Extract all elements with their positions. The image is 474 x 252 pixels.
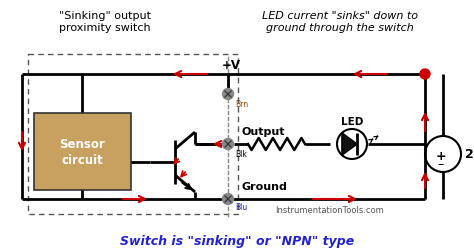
Text: –: –: [438, 158, 444, 171]
Text: "Sinking" output
proximity switch: "Sinking" output proximity switch: [59, 11, 151, 33]
Text: InstrumentationTools.com: InstrumentationTools.com: [275, 205, 384, 214]
Text: 24VDC: 24VDC: [465, 148, 474, 161]
Text: LED current "sinks" down to
ground through the switch: LED current "sinks" down to ground throu…: [262, 11, 418, 33]
Circle shape: [222, 89, 234, 100]
Text: Switch is "sinking" or "NPN" type: Switch is "sinking" or "NPN" type: [120, 235, 354, 247]
Text: Blu: Blu: [235, 202, 247, 211]
Polygon shape: [342, 134, 357, 155]
Text: LED: LED: [341, 116, 363, 127]
Text: Brn: Brn: [235, 100, 248, 109]
Text: Ground: Ground: [242, 181, 288, 191]
Circle shape: [222, 139, 234, 150]
Bar: [28, 55, 238, 214]
Text: Output: Output: [242, 127, 285, 137]
Text: +V: +V: [221, 59, 240, 72]
Text: +: +: [436, 150, 447, 163]
Circle shape: [222, 194, 234, 205]
Text: Blk: Blk: [235, 149, 247, 158]
Circle shape: [420, 70, 430, 80]
FancyBboxPatch shape: [34, 114, 131, 190]
Text: Sensor
circuit: Sensor circuit: [60, 138, 105, 166]
